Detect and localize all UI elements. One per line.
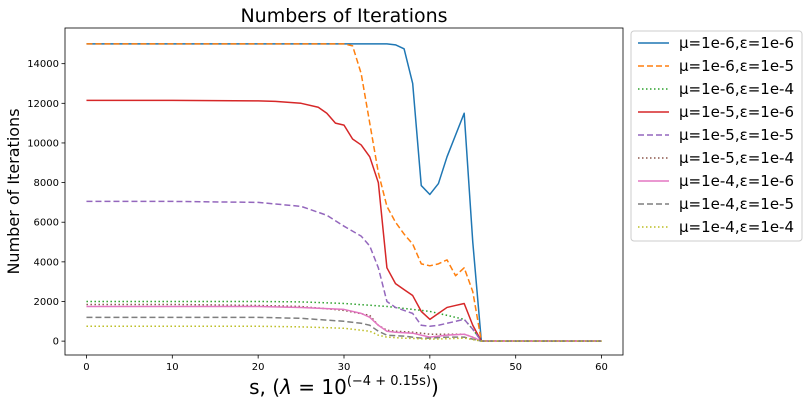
y-tick-label: 14000 <box>27 59 59 70</box>
x-tick-label: 10 <box>166 362 179 373</box>
x-tick-label: 60 <box>595 362 608 373</box>
y-tick-label: 6000 <box>34 218 59 229</box>
y-tick-label: 8000 <box>34 178 59 189</box>
legend-label-8: μ=1e-4,ε=1e-5 <box>679 195 794 213</box>
x-tick-label: 30 <box>338 362 351 373</box>
y-tick-label: 0 <box>53 337 59 348</box>
x-tick-label: 20 <box>252 362 265 373</box>
legend-label-1: μ=1e-6,ε=1e-6 <box>679 34 794 52</box>
x-axis-label-exponent: (−4 + 0.15s) <box>347 374 431 389</box>
chart-title: Numbers of Iterations <box>240 5 447 27</box>
x-tick-label: 0 <box>83 362 89 373</box>
x-axis-label-equals: = 10 <box>292 375 347 399</box>
series-line-4 <box>86 99 602 342</box>
legend-label-2: μ=1e-6,ε=1e-5 <box>679 57 794 75</box>
plot-area: 0 10 20 30 40 50 60 0 2000 4000 6000 8000 10000 12000… <box>27 27 624 373</box>
series-line-9 <box>86 325 602 342</box>
legend-label-5: μ=1e-5,ε=1e-5 <box>679 126 794 144</box>
y-tick-label: 12000 <box>27 99 59 110</box>
y-tick-label: 10000 <box>27 138 59 149</box>
legend-label-7: μ=1e-4,ε=1e-6 <box>679 172 794 190</box>
legend-label-3: μ=1e-6,ε=1e-4 <box>679 80 794 98</box>
x-axis-label-prefix: s, ( <box>249 375 280 399</box>
legend-label-4: μ=1e-5,ε=1e-6 <box>679 103 794 121</box>
series-line-5 <box>86 200 602 342</box>
series-line-1 <box>86 43 602 342</box>
x-axis-label-close: ) <box>431 375 439 399</box>
y-tick-label: 2000 <box>34 297 59 308</box>
legend: μ=1e-6,ε=1e-6 μ=1e-6,ε=1e-5 μ=1e-6,ε=1e-4 μ… <box>630 30 803 242</box>
x-tick-label: 50 <box>509 362 522 373</box>
series-line-7 <box>86 305 602 342</box>
x-tick-label: 40 <box>423 362 436 373</box>
legend-box <box>630 30 803 242</box>
y-axis-label: Number of Iterations <box>4 108 23 274</box>
x-axis-label-lambda: λ <box>279 375 292 399</box>
series-line-2 <box>86 43 602 342</box>
y-tick-label: 4000 <box>34 257 59 268</box>
legend-label-6: μ=1e-5,ε=1e-4 <box>679 149 794 167</box>
legend-label-9: μ=1e-4,ε=1e-4 <box>679 218 794 236</box>
x-axis-label: s, (λ = 10(−4 + 0.15s)) <box>249 374 439 399</box>
